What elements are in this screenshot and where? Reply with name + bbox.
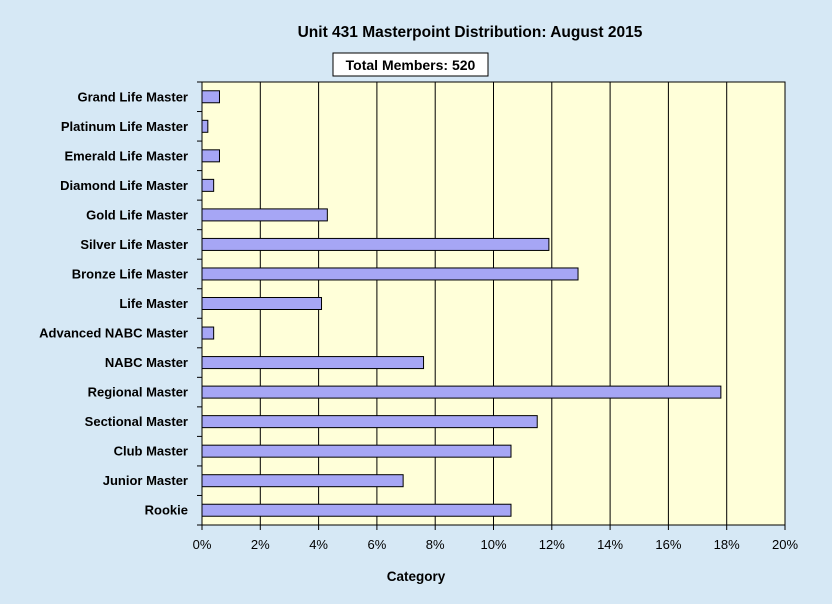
bar (201, 444, 512, 458)
bar (201, 415, 538, 429)
category-label: Sectional Master (85, 414, 188, 429)
x-tick-label: 4% (309, 537, 328, 552)
category-label: Bronze Life Master (72, 266, 188, 281)
x-tick-label: 20% (772, 537, 798, 552)
bar (201, 208, 328, 222)
category-label: Gold Life Master (86, 207, 188, 222)
x-tick-label: 12% (539, 537, 565, 552)
y-axis-ticks (197, 81, 202, 526)
bar (201, 119, 209, 133)
category-label: Junior Master (103, 473, 188, 488)
x-tick-label: 8% (426, 537, 445, 552)
category-label: Life Master (119, 296, 188, 311)
y-axis-labels: Grand Life Master Platinum Life Master Eme… (39, 89, 188, 517)
x-tick-label: 6% (368, 537, 387, 552)
category-label: Diamond Life Master (60, 178, 188, 193)
category-label: Platinum Life Master (61, 119, 188, 134)
chart-title: Unit 431 Masterpoint Distribution: Augus… (298, 24, 643, 41)
category-label: Emerald Life Master (64, 148, 188, 163)
category-label: Rookie (145, 503, 188, 518)
bar (201, 297, 323, 310)
x-tick-label: 14% (597, 537, 623, 552)
x-tick-label: 0% (193, 537, 212, 552)
x-tick-label: 10% (480, 537, 506, 552)
bar (201, 385, 722, 399)
category-label: Grand Life Master (77, 89, 188, 104)
bar (201, 237, 550, 251)
bar (201, 474, 404, 488)
category-label: Silver Life Master (80, 237, 188, 252)
subtitle-box (332, 52, 489, 77)
bar (201, 149, 220, 163)
bar (201, 178, 215, 192)
x-tick-label: 18% (714, 537, 740, 552)
category-label: Advanced NABC Master (39, 326, 188, 341)
x-axis-title: Category (387, 569, 446, 584)
x-tick-label: 16% (655, 537, 681, 552)
bar (201, 267, 579, 281)
category-label: Club Master (114, 444, 188, 459)
bars (201, 90, 722, 517)
category-label: Regional Master (88, 385, 188, 400)
subtitle-total-members: Total Members: 520 (346, 57, 476, 73)
bar (201, 356, 425, 370)
category-label: NABC Master (105, 355, 188, 370)
bar (201, 326, 215, 340)
x-tick-label: 2% (251, 537, 270, 552)
x-axis-ticks (201, 525, 786, 530)
bar (201, 90, 220, 104)
x-axis-labels: 0% 2% 4% 6% 8% 10% 12% 14% 16% 18% 20% (193, 537, 799, 552)
bar (201, 503, 512, 517)
